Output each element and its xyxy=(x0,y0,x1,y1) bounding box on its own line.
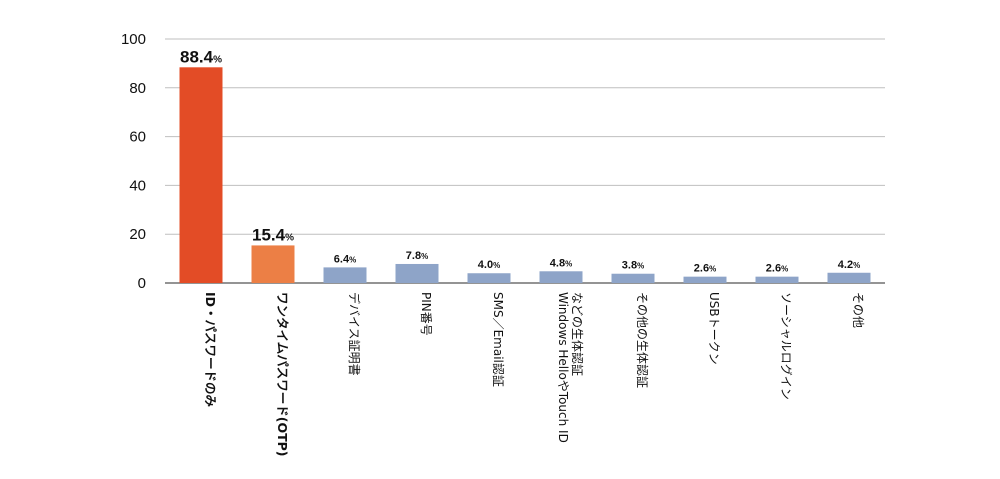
data-label: 4.0% xyxy=(478,259,500,271)
x-tick-label: ソーシャルログイン xyxy=(779,292,793,400)
data-label: 88.4% xyxy=(180,47,222,66)
data-label-value: 4.0 xyxy=(478,259,493,271)
data-label-unit: % xyxy=(349,255,356,264)
category-labels: ID・パスワードのみ ワンタイムパスワード(OTP) デバイス証明書 PIN番号 SMS… xyxy=(203,292,865,457)
data-label-value: 6.4 xyxy=(334,253,350,265)
data-label-value: 3.8 xyxy=(622,260,637,272)
data-label-value: 4.2 xyxy=(838,259,853,271)
x-tick-label: PIN番号 xyxy=(419,292,433,336)
data-label-value: 2.6 xyxy=(694,263,709,275)
x-tick-label: ID・パスワードのみ xyxy=(203,292,218,408)
data-label-unit: % xyxy=(565,259,572,268)
data-label-unit: % xyxy=(421,252,428,261)
data-label-unit: % xyxy=(493,261,500,270)
bar xyxy=(539,271,583,283)
data-label-value: 2.6 xyxy=(766,263,781,275)
data-label: 7.8% xyxy=(406,250,428,262)
data-label-unit: % xyxy=(781,265,788,274)
bar xyxy=(755,276,799,283)
y-axis-ticks: 0 20 40 60 80 100 xyxy=(121,31,146,292)
data-label: 3.8% xyxy=(622,260,644,272)
data-label: 15.4% xyxy=(252,225,294,244)
x-tick-label: その他の生体認証 xyxy=(635,292,650,388)
y-tick-label: 80 xyxy=(129,80,146,97)
bar xyxy=(611,273,655,283)
y-tick-label: 60 xyxy=(129,129,146,146)
bar xyxy=(251,245,295,283)
x-tick-label: その他 xyxy=(851,292,865,328)
bar xyxy=(467,273,511,283)
data-label-unit: % xyxy=(709,265,716,274)
data-label: 2.6% xyxy=(694,263,716,275)
data-label: 4.2% xyxy=(838,259,860,271)
y-tick-label: 20 xyxy=(129,226,146,243)
bars xyxy=(179,67,871,283)
y-tick-label: 40 xyxy=(129,177,146,194)
data-label-value: 4.8 xyxy=(550,257,565,269)
x-tick-label: ワンタイムパスワード(OTP) xyxy=(275,292,290,457)
bar xyxy=(323,267,367,283)
x-tick-label: SMS／Email認証 xyxy=(491,292,506,387)
x-tick-label: Windows HelloやTouch ID xyxy=(556,292,570,443)
data-label-unit: % xyxy=(213,54,222,65)
data-label-unit: % xyxy=(853,261,860,270)
data-label-value: 15.4 xyxy=(252,225,286,244)
x-tick-label: USBトークン xyxy=(707,292,721,365)
data-label-unit: % xyxy=(285,232,294,243)
data-label: 4.8% xyxy=(550,257,572,269)
value-labels: 88.4%15.4%6.4% 7.8%4.0% 4.8% 3.8% 2.6% 2.6% 4.… xyxy=(180,47,860,274)
x-tick-label: デバイス証明書 xyxy=(347,292,362,376)
bar xyxy=(827,272,871,283)
data-label: 6.4% xyxy=(334,253,356,265)
data-label-value: 7.8 xyxy=(406,250,421,262)
bar xyxy=(179,67,223,283)
data-label-value: 88.4 xyxy=(180,47,214,66)
data-label: 2.6% xyxy=(766,263,788,275)
x-tick-label: などの生体認証 xyxy=(570,292,585,376)
y-tick-label: 100 xyxy=(121,31,146,48)
bar xyxy=(683,276,727,283)
bar xyxy=(395,263,439,283)
y-tick-label: 0 xyxy=(138,275,146,292)
data-label-unit: % xyxy=(637,262,644,271)
